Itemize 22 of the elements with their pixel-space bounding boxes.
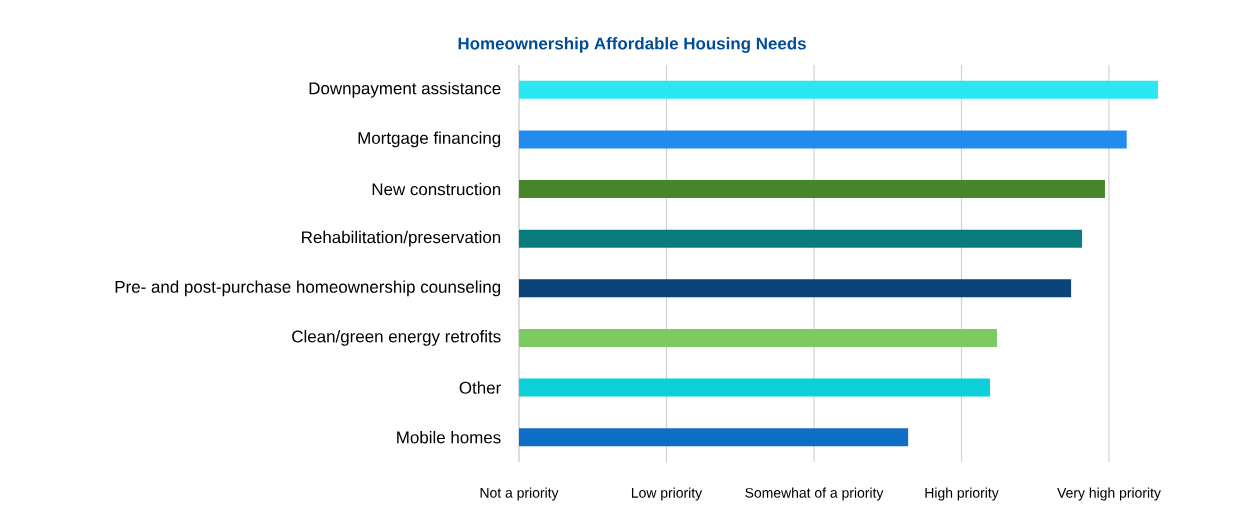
text: Low priority xyxy=(631,487,703,501)
text: Not a priority xyxy=(480,487,559,501)
bar xyxy=(519,378,990,397)
bar xyxy=(519,180,1105,199)
y-tick-label: Downpayment assistance xyxy=(309,81,501,98)
bar xyxy=(519,428,909,447)
y-tick-label: Other xyxy=(459,381,501,394)
text: Somewhat of a priority xyxy=(745,487,884,501)
bar xyxy=(519,80,1159,99)
bar xyxy=(519,328,997,347)
bar xyxy=(519,229,1082,248)
bar xyxy=(519,130,1127,149)
y-tick-label: Mortgage financing xyxy=(358,131,501,148)
text: High priority xyxy=(925,487,999,501)
y-tick-label: Rehabilitation/preservation xyxy=(302,230,501,247)
bar xyxy=(519,279,1072,298)
y-tick-label: Pre- and post-purchase homeownership counseling xyxy=(115,280,501,297)
y-tick-label: Mobile homes xyxy=(397,430,501,444)
y-tick-label: New construction xyxy=(372,182,501,196)
text: Very high priority xyxy=(1057,487,1161,501)
y-tick-label: Clean/green energy retrofits xyxy=(292,330,501,346)
chart-title: Homeownership Affordable Housing Needs xyxy=(458,37,806,53)
